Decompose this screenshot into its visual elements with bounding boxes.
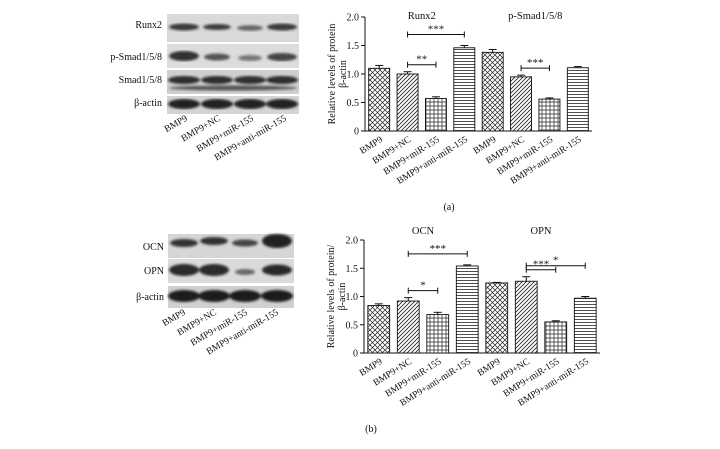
bar: [566, 67, 589, 132]
blot-strip-psmad: [167, 44, 299, 68]
significance-label: *: [420, 280, 426, 292]
y-tick-label: 0.5: [347, 98, 360, 109]
bar: [368, 67, 391, 132]
significance-label: ***: [428, 24, 445, 36]
significance-label: ***: [527, 57, 544, 69]
blot-label-ocn: OCN: [143, 242, 164, 253]
blot-strip-runx2: [167, 14, 299, 42]
blot-panel-a: Runx2 p-Smad1/5/8 Smad1/5/8: [110, 14, 299, 163]
group-title: p-Smad1/5/8: [508, 11, 562, 22]
y-axis-title-line: β-actin: [337, 283, 348, 311]
bar: [510, 76, 533, 132]
blot-label-opn: OPN: [144, 266, 164, 277]
y-tick-label: 0.5: [346, 320, 359, 331]
y-axis-title-line: Relative levels of protein: [327, 24, 338, 125]
y-tick-label: 2.0: [347, 13, 360, 24]
blot-strip-bactin-b: [168, 286, 294, 308]
y-tick-label: 1.0: [346, 292, 359, 303]
blot-label-smad: Smad1/5/8: [119, 75, 162, 86]
bar: [453, 47, 476, 132]
blot-label-runx2: Runx2: [135, 20, 162, 31]
blot-strip-bactin-a: [167, 96, 299, 114]
bar: [544, 321, 568, 354]
y-tick-label: 0: [353, 349, 358, 360]
y-axis-title-line: β-actin: [338, 60, 349, 88]
bar: [485, 282, 509, 354]
y-tick-label: 1.5: [346, 264, 359, 275]
bar: [424, 98, 447, 132]
blot-panel-b: OCN OPN β-actin: [136, 234, 294, 357]
blot-strip-ocn: [168, 234, 294, 258]
significance-label: **: [416, 54, 427, 66]
y-tick-label: 1.0: [347, 70, 360, 81]
group-title: OPN: [530, 226, 551, 237]
y-tick-label: 0: [354, 127, 359, 138]
panel-label-a: (a): [443, 202, 454, 213]
blot-sample-labels-b: BMP9 BMP9+NC BMP9+miR-155 BMP9+anti-miR-…: [161, 308, 281, 357]
y-axis-title: Relative levels of protein/β-actin: [326, 244, 348, 348]
y-tick-label: 2.0: [346, 236, 359, 247]
blot-label-bactin-b: β-actin: [136, 292, 164, 303]
significance-label: *: [553, 255, 559, 267]
group-title: Runx2: [408, 11, 436, 22]
bar: [514, 280, 538, 354]
blot-strip-opn: [168, 259, 294, 283]
blot-label-psmad: p-Smad1/5/8: [110, 52, 162, 63]
bar: [367, 305, 391, 354]
bar: [426, 314, 450, 354]
panel-label-b: (b): [365, 424, 377, 435]
y-tick-label: 1.5: [347, 41, 360, 52]
blot-label-bactin-a: β-actin: [134, 98, 162, 109]
blot-sample-labels-a: BMP9 BMP9+NC BMP9+miR-155 BMP9+anti-miR-…: [163, 114, 289, 163]
bar: [538, 98, 561, 132]
blot-strip-smad: [167, 70, 299, 94]
bar: [481, 51, 504, 132]
y-axis-title: Relative levels of proteinβ-actin: [327, 24, 349, 125]
bar: [396, 73, 419, 132]
group-title: OCN: [412, 226, 435, 237]
y-axis-title-line: Relative levels of protein/: [326, 244, 337, 348]
bar: [573, 297, 597, 354]
bar: [396, 300, 420, 354]
significance-label: ***: [533, 259, 550, 271]
significance-label: ***: [430, 243, 447, 255]
bar: [455, 265, 479, 354]
